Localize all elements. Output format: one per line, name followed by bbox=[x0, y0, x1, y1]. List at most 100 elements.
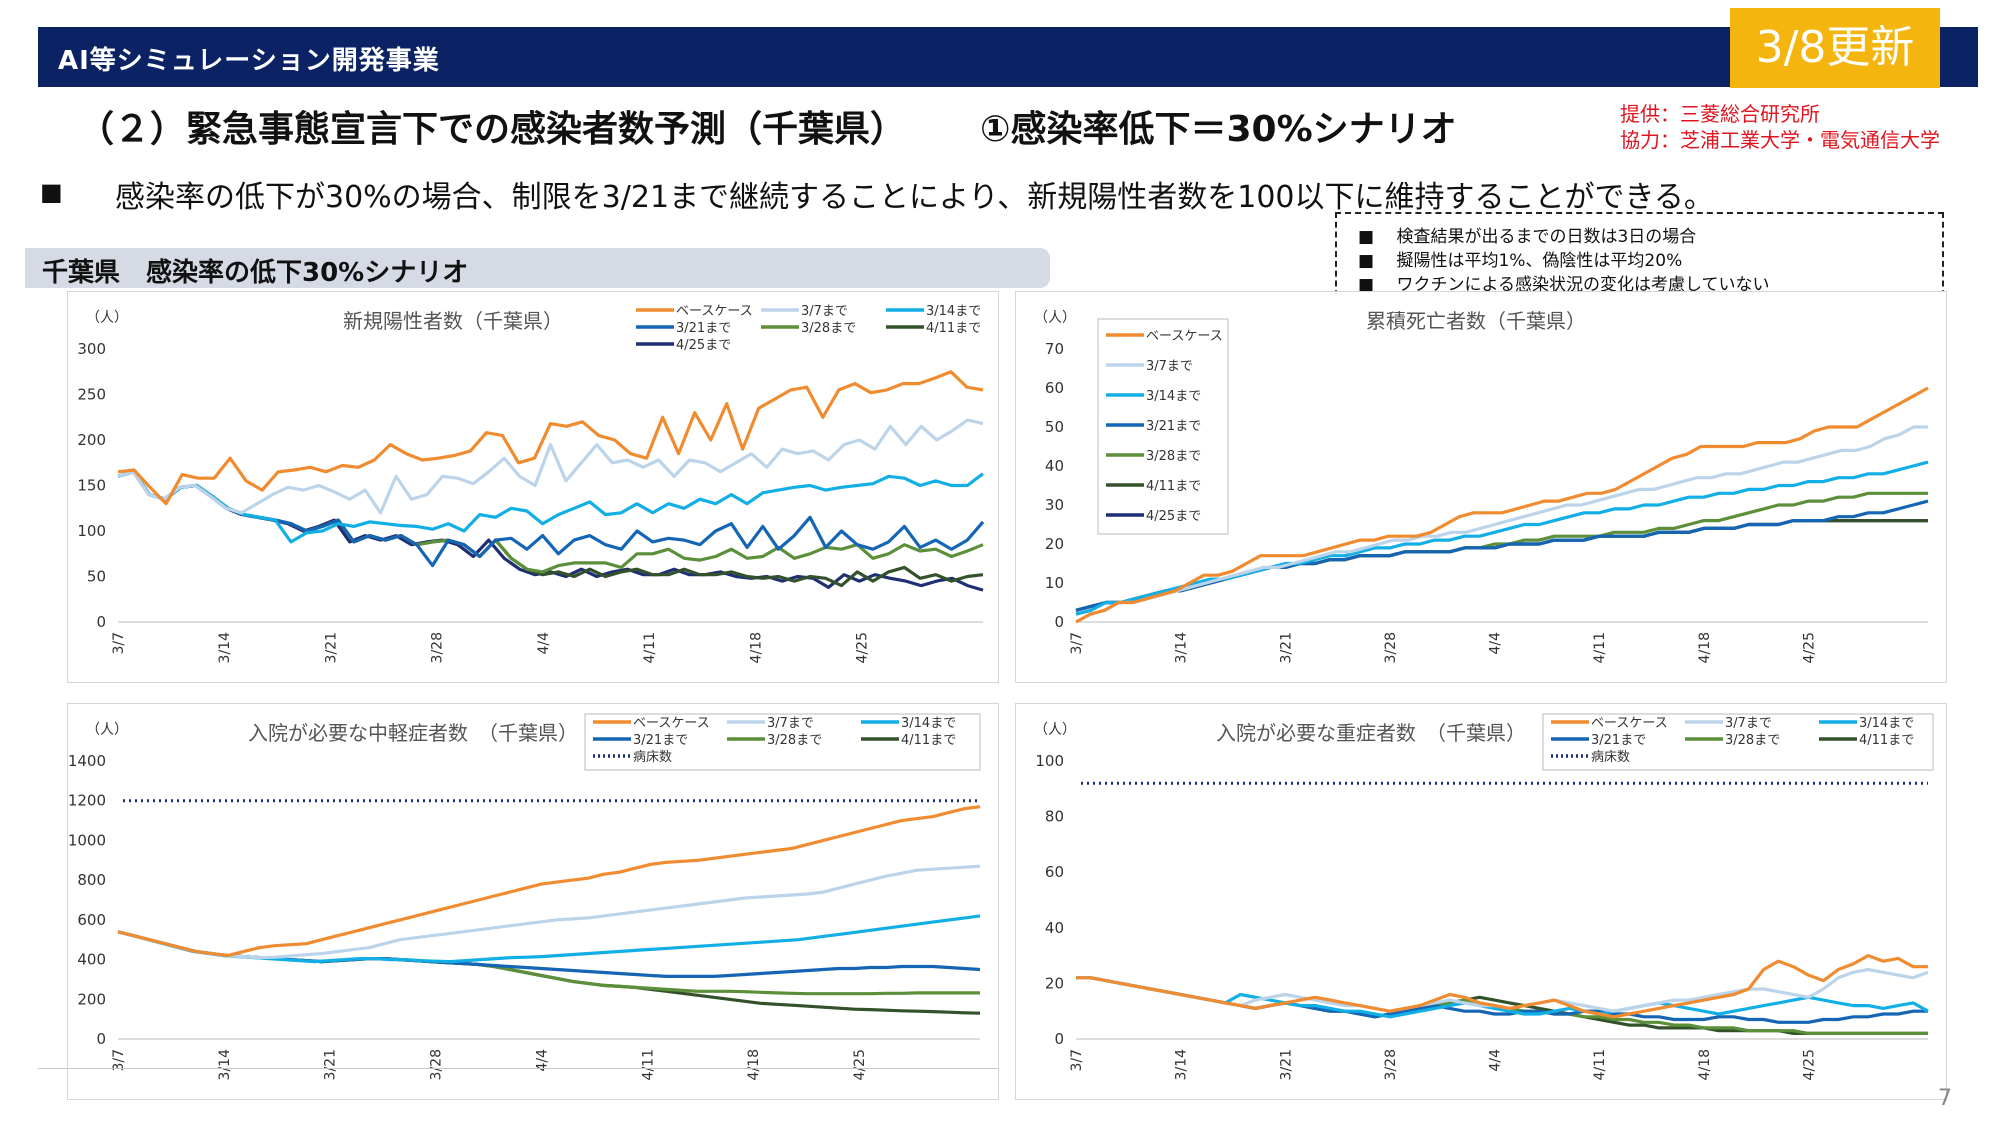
unit-label: （人） bbox=[86, 722, 128, 738]
x-tick-label: 4/11 bbox=[1592, 632, 1608, 663]
y-tick-label: 0 bbox=[96, 1030, 106, 1048]
x-tick-label: 3/28 bbox=[1383, 632, 1399, 663]
y-tick-label: 0 bbox=[1054, 613, 1064, 631]
y-tick-label: 70 bbox=[1045, 340, 1064, 358]
series-line-ベースケース bbox=[117, 805, 981, 958]
x-tick-label: 4/11 bbox=[642, 632, 658, 663]
x-tick-label: 4/4 bbox=[1488, 1049, 1504, 1072]
legend-box bbox=[1542, 713, 1934, 771]
x-tick-label: 4/18 bbox=[1697, 1049, 1713, 1080]
legend-label: 3/14まで bbox=[1146, 389, 1201, 404]
y-tick-label: 80 bbox=[1045, 808, 1064, 826]
y-tick-label: 800 bbox=[77, 871, 106, 889]
y-tick-label: 10 bbox=[1045, 574, 1064, 592]
legend-label: 4/11まで bbox=[1859, 733, 1914, 748]
chart-panel-hospitalized-mild: （人） 入院が必要な中軽症者数 （千葉県） 0 200 400 600 800 1000 120… bbox=[67, 703, 999, 1100]
series-line-3/21まで bbox=[117, 930, 981, 978]
legend-label: 3/21まで bbox=[1591, 733, 1646, 748]
chart-title: 入院が必要な重症者数 （千葉県） bbox=[1216, 721, 1526, 745]
legend-label: 4/25まで bbox=[676, 338, 731, 353]
section-label-text: 千葉県 感染率の低下30%シナリオ bbox=[42, 258, 469, 288]
legend-label: 3/28まで bbox=[767, 733, 822, 748]
x-tick-label: 4/11 bbox=[1592, 1049, 1608, 1080]
y-tick-label: 100 bbox=[1035, 752, 1064, 770]
x-tick-label: 3/7 bbox=[1069, 1049, 1085, 1072]
y-tick-label: 400 bbox=[77, 951, 106, 969]
x-tick-label: 4/18 bbox=[1697, 632, 1713, 663]
y-tick-label: 0 bbox=[1054, 1030, 1064, 1048]
legend-label: 病床数 bbox=[1591, 750, 1630, 765]
y-tick-label: 40 bbox=[1045, 919, 1064, 937]
legend-label: 3/14まで bbox=[1859, 716, 1914, 731]
x-tick-label: 4/4 bbox=[534, 1049, 550, 1072]
x-tick-label: 3/14 bbox=[217, 1049, 233, 1081]
series-line-4/11まで bbox=[117, 930, 981, 1015]
y-tick-label: 1400 bbox=[68, 752, 106, 770]
series-line-ベースケース bbox=[117, 370, 984, 506]
legend-label: ベースケース bbox=[633, 716, 710, 731]
legend-label: 3/14まで bbox=[926, 304, 981, 319]
y-tick-label: 0 bbox=[96, 613, 106, 631]
legend-label: 3/21まで bbox=[1146, 419, 1201, 434]
y-tick-label: 20 bbox=[1045, 535, 1064, 553]
x-tick-label: 4/4 bbox=[1488, 632, 1504, 655]
legend-label: 3/28まで bbox=[801, 321, 856, 336]
x-tick-label: 3/7 bbox=[111, 1049, 127, 1072]
y-tick-label: 60 bbox=[1045, 379, 1064, 397]
legend-label: 3/28まで bbox=[1725, 733, 1780, 748]
x-tick-label: 3/21 bbox=[323, 632, 339, 663]
series-line-3/14まで bbox=[117, 470, 984, 544]
legend-label: 4/11まで bbox=[926, 321, 981, 336]
y-tick-label: 50 bbox=[1045, 418, 1064, 436]
note-item: ■ ワクチンによる感染状況の変化は考慮していない bbox=[1358, 275, 1770, 295]
x-tick-label: 4/18 bbox=[746, 1049, 762, 1080]
footer-divider bbox=[38, 1068, 998, 1069]
unit-label: （人） bbox=[1034, 310, 1076, 326]
y-tick-label: 20 bbox=[1045, 974, 1064, 992]
legend-label: 3/7まで bbox=[1146, 359, 1193, 374]
header-bar bbox=[38, 27, 1978, 87]
legend-box bbox=[584, 713, 981, 771]
x-tick-label: 3/28 bbox=[429, 1049, 445, 1080]
x-tick-label: 4/4 bbox=[536, 632, 552, 655]
legend-label: 3/28まで bbox=[1146, 449, 1201, 464]
x-tick-label: 3/14 bbox=[1174, 632, 1190, 664]
x-tick-label: 3/14 bbox=[1174, 1049, 1190, 1081]
y-tick-label: 150 bbox=[77, 477, 106, 495]
legend-label: 3/7まで bbox=[801, 304, 848, 319]
series-line-3/28まで bbox=[117, 930, 980, 996]
x-tick-label: 3/21 bbox=[1278, 632, 1294, 663]
note-item: ■ 検査結果が出るまでの日数は3日の場合 bbox=[1358, 227, 1697, 247]
hospitalized-mild-chart: （人） 入院が必要な中軽症者数 （千葉県） 0 200 400 600 800 1000 120… bbox=[68, 713, 981, 1081]
series-line-3/14まで bbox=[117, 914, 981, 964]
y-tick-label: 60 bbox=[1045, 863, 1064, 881]
chart-panel-new-positive: （人） 新規陽性者数（千葉県） 0 50 100 150 200 250 300 3/7 3/14 3… bbox=[67, 291, 999, 683]
update-badge: 3/8更新 bbox=[1730, 8, 1940, 88]
chart-panel-cumulative-deaths: （人） 累積死亡者数（千葉県） 0 10 20 30 40 50 60 70 3/7 3/14 3/21… bbox=[1015, 291, 1947, 683]
legend-label: 4/11まで bbox=[901, 733, 956, 748]
series-line-ベースケース bbox=[1076, 954, 1928, 1019]
section-label bbox=[25, 248, 1050, 288]
legend-label: 3/7まで bbox=[767, 716, 814, 731]
x-tick-label: 3/21 bbox=[1278, 1049, 1294, 1080]
y-tick-label: 40 bbox=[1045, 457, 1064, 475]
scenario-title: ①感染率低下＝30%シナリオ bbox=[980, 109, 1457, 150]
hospitalized-severe-chart: （人） 入院が必要な重症者数 （千葉県） 0 20 40 60 80 100 3/7 3/14 3/… bbox=[1034, 713, 1934, 1081]
y-tick-label: 30 bbox=[1045, 496, 1064, 514]
x-tick-label: 4/25 bbox=[855, 632, 871, 663]
x-tick-label: 3/28 bbox=[1383, 1049, 1399, 1080]
y-tick-label: 50 bbox=[87, 568, 106, 586]
cumulative-deaths-chart: （人） 累積死亡者数（千葉県） 0 10 20 30 40 50 60 70 3/7 3/14 3/21… bbox=[1034, 309, 1929, 664]
chart-title: 新規陽性者数（千葉県） bbox=[343, 309, 563, 333]
legend-label: 4/11まで bbox=[1146, 479, 1201, 494]
legend-label: 4/25まで bbox=[1146, 509, 1201, 524]
y-tick-label: 300 bbox=[77, 340, 106, 358]
y-tick-label: 1200 bbox=[68, 792, 106, 810]
chart-title: 入院が必要な中軽症者数 （千葉県） bbox=[248, 721, 578, 745]
x-tick-label: 3/7 bbox=[1069, 632, 1085, 655]
x-tick-label: 3/21 bbox=[323, 1049, 339, 1080]
chart-panel-hospitalized-severe: （人） 入院が必要な重症者数 （千葉県） 0 20 40 60 80 100 3/7 3/14 3/… bbox=[1015, 703, 1947, 1100]
page-number: 7 bbox=[1938, 1086, 1952, 1111]
note-item: ■ 擬陽性は平均1%、偽陰性は平均20% bbox=[1358, 251, 1683, 271]
y-tick-label: 200 bbox=[77, 990, 106, 1008]
